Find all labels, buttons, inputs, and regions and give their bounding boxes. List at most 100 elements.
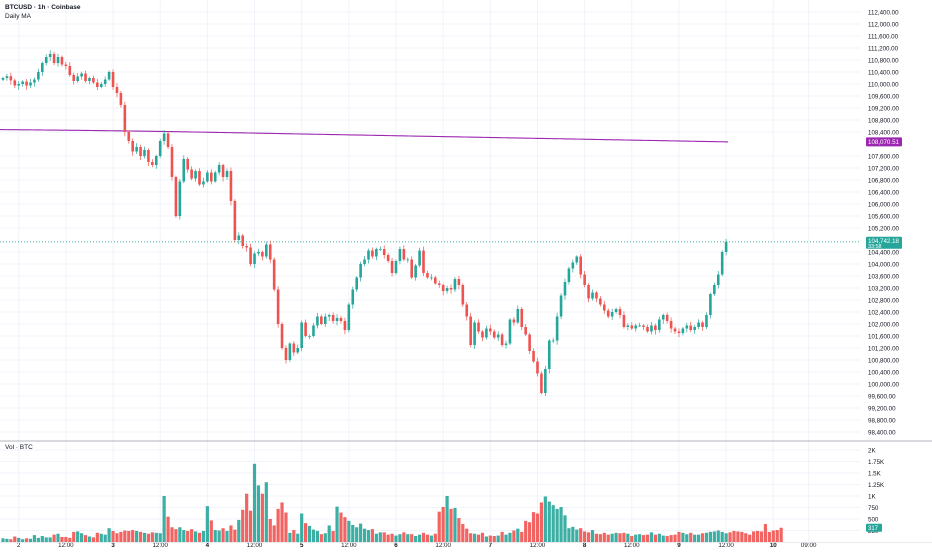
candle-body <box>284 348 288 360</box>
candle-body <box>72 75 76 81</box>
candle-body <box>107 72 111 80</box>
time-tick-label: 4 <box>206 542 210 549</box>
volume-bar <box>193 531 198 542</box>
candle <box>614 307 618 314</box>
candle <box>642 324 645 330</box>
volume-bar <box>201 530 206 542</box>
candle <box>139 144 142 161</box>
candle-body <box>182 159 186 182</box>
volume-bar <box>398 534 402 542</box>
volume-bar <box>150 532 154 542</box>
candle <box>33 77 36 87</box>
price-tick-label: 108,800.00 <box>868 117 900 124</box>
candle <box>225 168 229 180</box>
candle-body <box>206 172 209 182</box>
volume-bar <box>1 538 5 542</box>
candle-body <box>300 322 303 348</box>
candle-body <box>213 172 217 182</box>
candle-body <box>547 340 551 369</box>
price-tick-label: 105,200.00 <box>868 225 900 232</box>
candle <box>162 129 166 145</box>
candle <box>343 317 347 335</box>
volume-bar <box>280 502 284 542</box>
candle-body <box>504 343 508 345</box>
candle <box>638 322 641 327</box>
volume-indicator-label[interactable]: Vol · BTC <box>5 444 33 451</box>
candle <box>363 256 366 267</box>
candle <box>646 324 649 333</box>
time-tick-label: 12:00 <box>718 542 734 549</box>
candle-body <box>638 325 641 327</box>
symbol-title[interactable]: BTCUSD · 1h · Coinbase <box>5 4 81 11</box>
candle-body <box>599 298 602 305</box>
candle <box>378 246 382 252</box>
volume-bar <box>496 535 500 542</box>
candle-body <box>555 316 559 341</box>
volume-bar <box>323 533 327 542</box>
candle-body <box>622 315 626 327</box>
candles-layer <box>1 50 728 396</box>
candle-body <box>587 285 590 299</box>
candle <box>571 259 575 273</box>
candle-body <box>583 274 586 285</box>
volume-bar <box>335 506 339 542</box>
candle-body <box>52 54 56 63</box>
ma-price-badge <box>866 137 902 147</box>
candle-body <box>233 201 237 240</box>
candle-body <box>575 256 579 263</box>
candle <box>371 247 374 259</box>
candle <box>320 314 323 326</box>
volume-tick-label: 500 <box>868 516 879 523</box>
candle <box>587 283 590 303</box>
candle <box>21 80 24 87</box>
volume-bar <box>17 537 21 542</box>
volume-bar <box>245 493 249 542</box>
candle-body <box>390 261 394 273</box>
volume-bar <box>779 527 783 542</box>
candle <box>60 55 64 67</box>
volume-bar <box>669 535 673 542</box>
candle-body <box>143 150 146 156</box>
candle <box>595 291 598 303</box>
volume-bar <box>80 533 84 542</box>
candle <box>88 76 91 85</box>
volume-bar <box>44 537 48 542</box>
volume-bars-layer <box>1 463 783 542</box>
candle <box>25 79 28 90</box>
volume-bar <box>48 537 52 542</box>
volume-bar <box>539 502 544 542</box>
price-tick-label: 107,200.00 <box>868 165 900 172</box>
volume-bar <box>528 522 532 542</box>
candle <box>217 162 221 176</box>
candle <box>563 278 567 300</box>
volume-bar <box>24 538 29 542</box>
candle-body <box>563 282 567 296</box>
candle <box>390 257 394 277</box>
candle-body <box>449 288 453 290</box>
candle-body <box>13 80 17 86</box>
volume-bar <box>449 508 453 542</box>
candle-body <box>689 325 693 330</box>
candle <box>713 282 716 296</box>
candle <box>402 245 406 262</box>
volume-bar <box>531 512 536 542</box>
time-tick-label: 10 <box>770 542 777 549</box>
volume-bar <box>154 532 158 542</box>
candle-body <box>194 171 197 179</box>
ma-indicator-label[interactable]: Daily MA <box>5 13 32 20</box>
candle-body <box>76 76 79 81</box>
candle-body <box>355 277 358 290</box>
candle <box>441 283 445 296</box>
candle <box>492 329 496 340</box>
candle-body <box>111 72 115 87</box>
candle <box>375 247 378 261</box>
time-tick-label: 12:00 <box>435 542 451 549</box>
candle <box>701 320 704 331</box>
volume-bar <box>60 536 64 542</box>
last-price-badge <box>866 236 902 249</box>
candle-body <box>489 328 492 332</box>
candle-body <box>492 331 496 338</box>
candle-body <box>677 331 681 333</box>
